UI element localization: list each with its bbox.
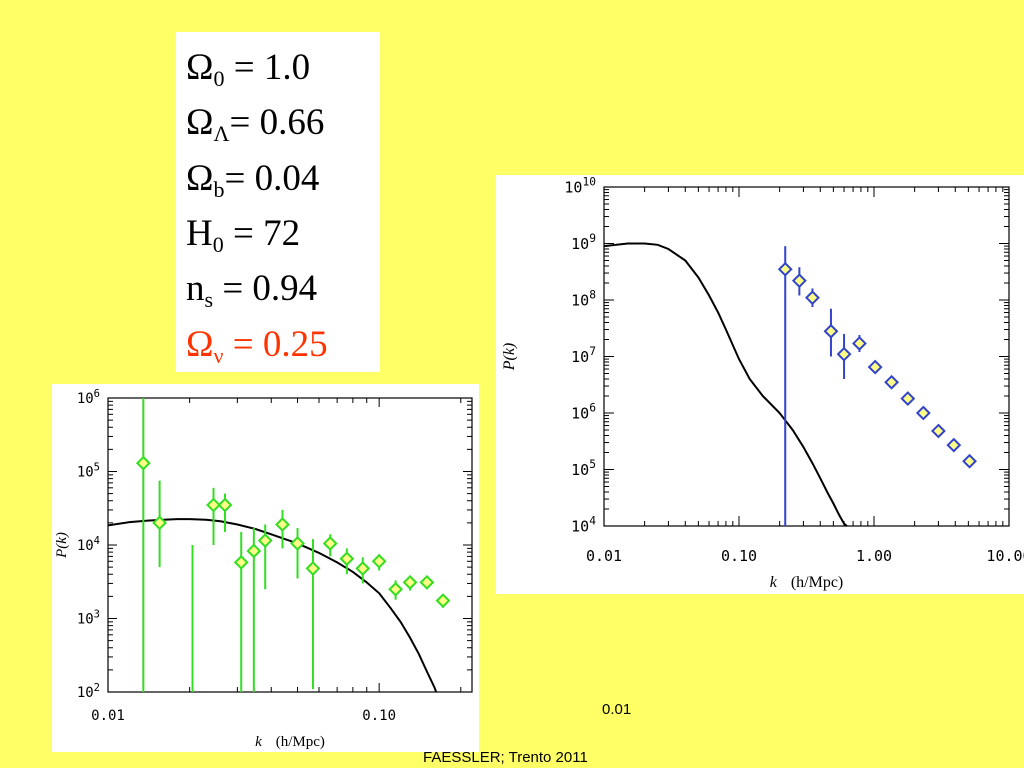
model-power-spectrum-curve [604, 242, 848, 526]
x-axis-label-k: k [770, 574, 778, 591]
y-tick-base: 10 [571, 291, 589, 309]
data-point-marker [419, 574, 435, 590]
data-point-marker [823, 323, 839, 339]
x-tick-label: 0.01 [91, 708, 125, 724]
y-tick-exponent: 8 [589, 288, 596, 301]
y-tick-exponent: 9 [589, 232, 596, 245]
power-spectrum-chart-blue: 0.010.101.0010.001041051061071081091010k… [496, 175, 1024, 594]
param-omega-nu: Ων = 0.25 [186, 324, 328, 368]
y-tick-base: 10 [571, 517, 589, 535]
y-tick-exponent: 7 [589, 345, 596, 358]
data-point-marker [884, 374, 900, 390]
data-point-marker [355, 561, 371, 576]
x-tick-label: 0.10 [721, 547, 757, 565]
data-point-marker [435, 593, 451, 609]
power-spectrum-chart-green: 0.01 0.10 102 103 104 105 106 k (h/Mpc) P(k) [52, 384, 479, 752]
y-tick-exponent: 3 [94, 608, 100, 620]
y-tick-label: 106 [77, 388, 100, 407]
data-point-marker [805, 290, 820, 306]
y-tick-label: 1010 [564, 175, 596, 196]
data-point-marker [275, 517, 290, 532]
data-point-marker [257, 533, 273, 548]
x-tick-label: 10.00 [986, 547, 1024, 565]
x-axis-label-unit: (h/Mpc) [276, 734, 325, 750]
x-axis-label-k: k [255, 734, 262, 750]
data-point-marker [152, 515, 168, 531]
y-tick-label: 104 [77, 535, 100, 554]
cosmological-parameters-box: Ω0 = 1.0 ΩΛ= 0.66 Ωb= 0.04 H0 = 72 ns = … [176, 32, 380, 372]
y-tick-exponent: 5 [94, 461, 100, 473]
data-point-marker [791, 273, 807, 289]
y-tick-base: 10 [77, 685, 94, 701]
y-tick-label: 109 [571, 232, 596, 253]
y-tick-base: 10 [77, 391, 94, 407]
data-point-marker [339, 551, 355, 567]
data-point-marker [852, 336, 867, 351]
x-tick-label: 0.01 [586, 547, 622, 565]
data-point-marker [962, 453, 977, 469]
chart-blue-svg: 0.010.101.0010.001041051061071081091010k… [501, 175, 1024, 591]
y-tick-label: 102 [77, 682, 100, 701]
data-point-marker [388, 581, 404, 597]
y-tick-label: 103 [77, 608, 100, 627]
x-axis-label: k (h/Mpc) [255, 734, 325, 750]
data-point-marker [206, 497, 221, 513]
data-point-marker [946, 437, 962, 453]
y-tick-base: 10 [77, 538, 94, 554]
y-tick-label: 105 [571, 458, 596, 479]
y-axis-label: P(k) [501, 343, 518, 372]
param-omega-lambda: ΩΛ= 0.66 [186, 102, 325, 146]
data-point-marker [246, 543, 262, 559]
x-tick-label: 1.00 [856, 547, 892, 565]
y-tick-base: 10 [571, 404, 589, 422]
data-point-marker [836, 346, 852, 362]
y-tick-exponent: 6 [94, 388, 100, 400]
y-tick-base: 10 [571, 461, 589, 479]
data-point-marker [217, 497, 233, 513]
data-point-marker [777, 261, 793, 277]
param-h0: H0 = 72 [186, 213, 301, 257]
plot-frame [603, 186, 1010, 527]
y-tick-base: 10 [571, 348, 589, 366]
param-ns: ns = 0.94 [186, 268, 318, 312]
data-point-marker [915, 405, 931, 421]
y-axis-label: P(k) [54, 532, 70, 559]
model-power-spectrum-curve [108, 518, 438, 692]
y-tick-base: 10 [77, 611, 94, 627]
x-tick-label: 0.10 [362, 708, 396, 724]
data-point-marker [867, 359, 883, 375]
note-text: 0.01 [602, 701, 632, 718]
y-tick-label: 105 [77, 461, 100, 480]
y-tick-base: 10 [77, 464, 94, 480]
y-tick-exponent: 10 [582, 175, 596, 188]
y-tick-label: 107 [571, 345, 596, 366]
param-omega0: Ω0 = 1.0 [186, 47, 311, 91]
y-tick-label: 106 [571, 401, 596, 422]
data-point-marker [402, 574, 418, 590]
data-point-marker [135, 455, 151, 471]
y-tick-exponent: 6 [589, 401, 596, 414]
data-point-marker [233, 554, 249, 570]
y-tick-base: 10 [564, 178, 582, 196]
y-tick-label: 108 [571, 288, 596, 309]
footer-credit: FAESSLER; Trento 2011 [423, 749, 588, 766]
y-tick-label: 104 [571, 514, 596, 535]
x-axis-label-unit: (h/Mpc) [791, 574, 843, 591]
data-point-marker [930, 423, 946, 439]
data-point-marker [305, 561, 321, 576]
y-tick-exponent: 4 [589, 514, 596, 527]
data-point-marker [290, 536, 305, 551]
data-point-marker [900, 391, 916, 406]
y-tick-exponent: 2 [94, 682, 100, 694]
y-tick-exponent: 4 [94, 535, 100, 547]
plot-frame [107, 397, 473, 693]
y-tick-base: 10 [571, 235, 589, 253]
data-point-marker [322, 536, 338, 551]
y-tick-exponent: 5 [589, 458, 596, 471]
x-axis-label: k (h/Mpc) [770, 574, 844, 591]
data-point-marker [371, 553, 387, 569]
param-omega-b: Ωb= 0.04 [186, 158, 320, 202]
